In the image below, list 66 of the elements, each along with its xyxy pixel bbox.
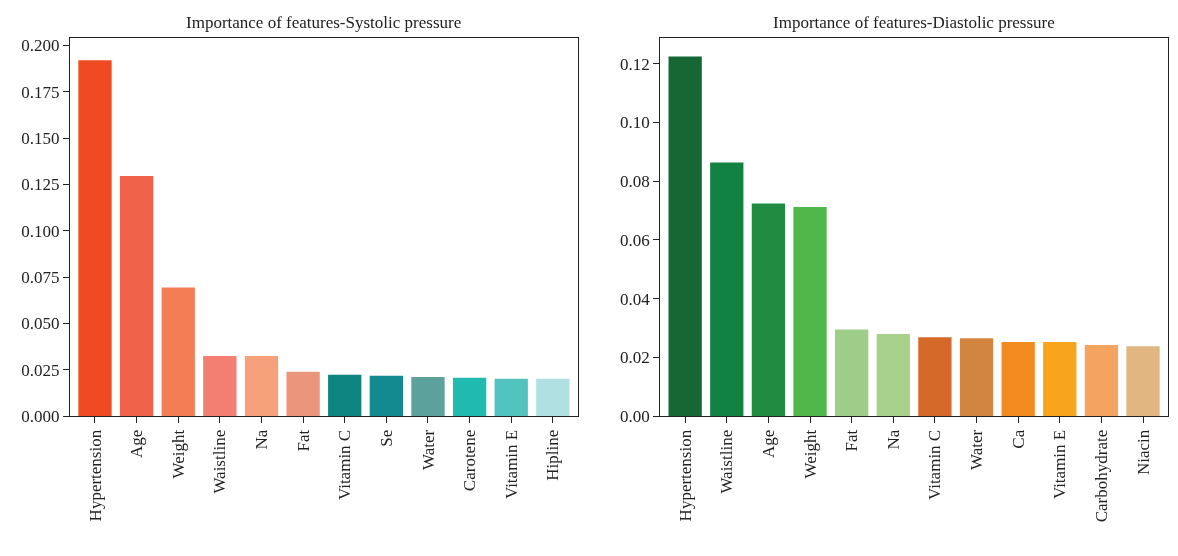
bar — [286, 371, 320, 416]
bar — [78, 60, 112, 416]
bar — [1001, 342, 1035, 416]
y-tick-label: 0.100 — [21, 221, 60, 241]
bar — [119, 176, 154, 416]
y-tick-label: 0.050 — [21, 314, 60, 334]
bar — [835, 329, 869, 416]
y-tick-label: 0.125 — [21, 175, 60, 195]
x-tick-label: Weight — [168, 429, 188, 479]
y-tick-label: 0.10 — [620, 113, 650, 133]
x-tick-label: Waistline — [210, 429, 230, 494]
x-tick-label: Vitamin E — [501, 429, 521, 500]
x-tick-label: Ca — [1008, 429, 1028, 449]
bar — [369, 375, 403, 416]
bar — [1126, 346, 1160, 416]
x-tick-label: Carbohydrate — [1091, 429, 1111, 523]
y-tick-label: 0.04 — [620, 289, 651, 309]
x-tick-label: Fat — [842, 429, 862, 452]
x-tick-label: Vitamin C — [925, 429, 945, 501]
x-tick-label: Waistline — [717, 429, 737, 494]
bar — [411, 376, 445, 416]
bar — [793, 207, 827, 416]
bar — [536, 378, 570, 416]
y-tick-label: 0.200 — [21, 36, 60, 56]
y-tick-label: 0.025 — [21, 360, 60, 380]
x-tick-label: Fat — [293, 429, 313, 452]
y-tick-label: 0.06 — [620, 230, 650, 250]
bar — [876, 334, 910, 416]
y-tick-label: 0.175 — [21, 82, 60, 102]
y-tick-label: 0.075 — [21, 267, 60, 287]
bar — [161, 287, 195, 416]
bar — [1043, 342, 1077, 416]
x-tick-label: Se — [376, 429, 396, 447]
x-tick-label: Na — [883, 429, 903, 450]
x-tick-label: Niacin — [1133, 429, 1153, 476]
chart-title: Importance of features-Diastolic pressure — [773, 13, 1055, 32]
bar — [203, 355, 237, 416]
bar — [668, 56, 702, 416]
bar — [959, 338, 994, 416]
x-tick-label: Vitamin C — [335, 429, 355, 501]
x-tick-label: Hypertension — [675, 429, 695, 522]
y-tick-label: 0.150 — [21, 129, 60, 149]
x-tick-label: Weight — [800, 429, 820, 479]
y-tick-label: 0.02 — [620, 348, 650, 368]
x-tick-label: Vitamin E — [1050, 429, 1070, 500]
bar — [452, 377, 487, 416]
chart-title: Importance of features-Systolic pressure — [186, 13, 462, 32]
bar — [710, 162, 744, 416]
bar — [1084, 344, 1119, 416]
bar — [494, 378, 528, 416]
x-tick-label: Water — [418, 429, 438, 470]
bar — [244, 355, 279, 416]
x-tick-label: Hypertension — [85, 429, 105, 522]
y-tick-label: 0.12 — [620, 54, 650, 74]
x-tick-label: Age — [758, 429, 778, 459]
bar — [918, 337, 952, 416]
bar — [751, 203, 786, 416]
x-tick-label: Na — [252, 429, 272, 450]
x-tick-label: Water — [967, 429, 987, 470]
x-tick-label: Age — [127, 429, 147, 459]
x-tick-label: Carotene — [460, 429, 480, 492]
bar — [328, 374, 362, 416]
y-tick-label: 0.08 — [620, 172, 650, 192]
y-tick-label: 0.00 — [620, 406, 650, 426]
x-tick-label: Hipline — [543, 429, 563, 481]
y-tick-label: 0.000 — [21, 406, 60, 426]
